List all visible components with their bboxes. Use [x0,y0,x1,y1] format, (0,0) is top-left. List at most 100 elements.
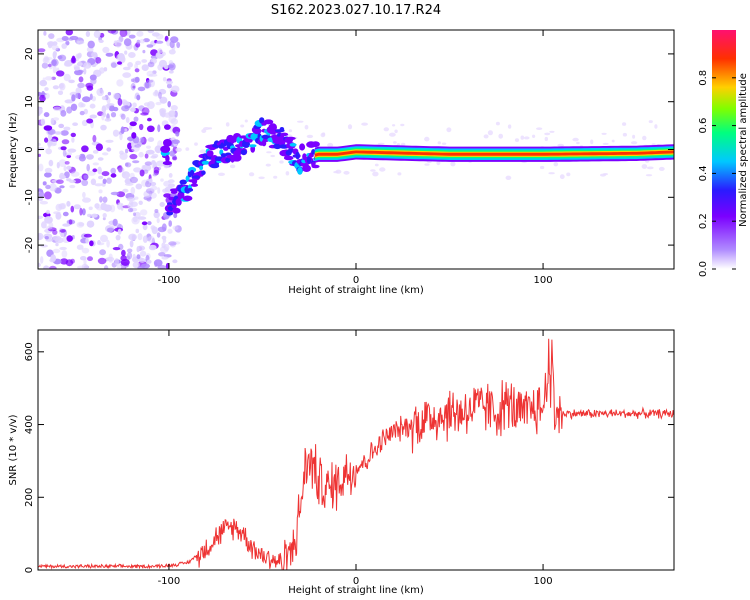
noise-blob [91,51,98,58]
noise-blob [520,135,525,140]
noise-blob [102,213,107,218]
noise-blob [101,112,105,121]
noise-blob [39,200,49,205]
noise-blob [116,79,124,87]
signal-blob [311,164,320,169]
noise-blob [133,167,142,173]
noise-blob [119,152,128,160]
noise-blob [44,216,53,224]
noise-blob [498,133,504,139]
noise-blob [42,57,50,64]
noise-blob [370,169,376,172]
noise-blob [143,102,151,107]
noise-blob [81,179,89,186]
noise-blob [441,142,447,145]
noise-blob [347,124,353,130]
noise-blob [40,118,46,126]
noise-blob [89,93,93,100]
noise-blob [78,155,86,162]
noise-blob [136,254,141,260]
noise-blob [446,127,452,133]
noise-blob [59,175,66,179]
noise-blob [39,94,46,102]
noise-blob [71,94,76,102]
signal-blob [192,175,201,179]
noise-blob [139,137,145,144]
noise-blob [107,30,117,34]
noise-blob [137,86,146,92]
noise-blob [93,30,101,38]
noise-blob [622,132,628,137]
noise-blob [123,38,132,47]
noise-blob [576,141,580,145]
noise-blob [40,256,44,264]
noise-blob [102,152,109,156]
noise-blob [58,123,65,129]
noise-blob [70,132,77,138]
noise-blob [167,179,175,184]
noise-blob [175,147,182,152]
noise-blob [258,176,265,180]
signal-blob [311,149,316,155]
signal-blob [172,207,181,214]
noise-blob [170,105,178,111]
xtick-label: -100 [158,576,181,587]
noise-blob [229,164,236,169]
noise-blob [172,139,180,144]
noise-blob [44,172,52,178]
signal-blob [283,155,294,161]
noise-blob [648,120,653,124]
noise-blob [63,61,73,67]
noise-blob [77,62,83,67]
noise-blob [62,223,71,227]
noise-blob [151,160,156,165]
noise-blob [393,141,397,144]
noise-blob [78,102,84,108]
signal-blob [166,211,174,216]
noise-blob [63,126,71,131]
noise-blob [141,59,148,63]
noise-blob [106,239,110,248]
noise-blob [279,160,284,164]
noise-blob [171,85,180,93]
noise-blob [140,112,149,116]
noise-blob [157,124,161,133]
noise-blob [95,57,102,64]
noise-blob [138,151,144,158]
noise-blob [161,242,166,249]
noise-blob [125,148,129,154]
ytick-label: 10 [24,95,35,108]
noise-blob [141,221,148,226]
noise-blob [66,106,73,114]
noise-blob [288,129,293,133]
noise-blob [110,167,116,174]
noise-blob [146,125,155,133]
noise-blob [82,191,86,199]
noise-blob [148,178,153,183]
noise-blob [86,220,95,228]
noise-blob [113,40,117,46]
xtick-label: 0 [353,275,359,286]
snr-ticks: -100 0 100 0 200 400 600 [24,330,674,587]
snr-frame [37,329,675,571]
noise-blob [157,187,161,194]
noise-blob [89,74,97,81]
noise-blob [87,40,95,49]
noise-blob [66,165,72,170]
noise-blob [270,154,276,158]
noise-blob [130,186,136,195]
ytick-label: -20 [24,237,35,253]
noise-blob [611,139,615,143]
noise-blob [544,132,551,136]
noise-blob [374,163,379,167]
noise-blob [71,137,75,143]
noise-blob [54,131,62,135]
noise-blob [60,258,69,265]
noise-blob [38,107,43,115]
noise-blob [117,202,123,210]
noise-blob [142,235,148,243]
noise-blob [130,83,136,91]
noise-blob [539,165,545,170]
